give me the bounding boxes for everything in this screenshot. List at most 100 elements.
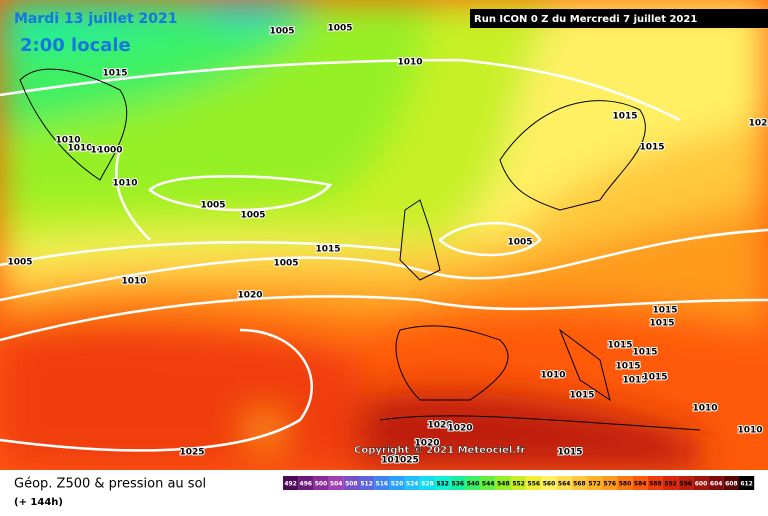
colorbar-cell	[678, 476, 694, 490]
colorbar-label: 536	[452, 481, 465, 488]
isobar-label: 1015	[632, 348, 657, 358]
date: Mardi 13 juillet 2021	[14, 11, 178, 27]
colorbar-label: 516	[376, 481, 389, 488]
colorbar-label: 588	[649, 481, 662, 488]
colorbar-label: 544	[482, 481, 495, 488]
colorbar-cell	[602, 476, 618, 490]
isobar-label: 1010	[90, 146, 115, 156]
colorbar-cell	[587, 476, 603, 490]
isobar-label: 1010	[540, 371, 565, 381]
colorbar-cell	[389, 476, 405, 490]
isobar-label: 1005	[7, 258, 32, 268]
colorbar-label: 508	[345, 481, 358, 488]
colorbar-label: 592	[664, 481, 677, 488]
isobar-label: 1015	[615, 362, 640, 372]
isobar-label: 1015	[612, 112, 637, 122]
colorbar-label: 568	[573, 481, 586, 488]
colorbar-cell	[693, 476, 709, 490]
colorbar-cell	[526, 476, 542, 490]
colorbar-cell	[313, 476, 329, 490]
colorbar-cell	[465, 476, 481, 490]
colorbar-label: 560	[543, 481, 556, 488]
isobar-label: 1005	[273, 259, 298, 269]
isobar-label: 1010	[112, 179, 137, 189]
isobar-label: 1015	[649, 319, 674, 329]
colorbar-label: 608	[725, 481, 738, 488]
colorbar-label: 520	[391, 481, 404, 488]
colorbar-label: 584	[634, 481, 647, 488]
colorbar-cell	[419, 476, 435, 490]
time: 2:00 locale	[20, 35, 131, 56]
colorbar-cell	[480, 476, 496, 490]
colorbar-cell	[708, 476, 724, 490]
isobar-label: 1015	[315, 245, 340, 255]
colorbar-cell	[739, 476, 755, 490]
colorbar-cell	[495, 476, 511, 490]
colorbar-cell	[541, 476, 557, 490]
colorbar-cell	[511, 476, 527, 490]
colorbar-cell	[450, 476, 466, 490]
isobar-label: 1005	[507, 238, 532, 248]
isobar-label: 1015	[622, 376, 647, 386]
isobar-label: 1005	[327, 24, 352, 34]
isobar-label: 101025	[381, 456, 419, 466]
isobar-label: 1010	[55, 136, 80, 146]
colorbar-label: 600	[695, 481, 708, 488]
colorbar-cell	[343, 476, 359, 490]
isobar-label: 102	[749, 119, 768, 129]
isobar-label: 1010	[692, 404, 717, 414]
colorbar-label: 496	[300, 481, 313, 488]
colorbar-label: 512	[360, 481, 373, 488]
colorbar-label: 612	[740, 481, 753, 488]
colorbar-cell	[556, 476, 572, 490]
isobar-label: 1010	[121, 277, 146, 287]
colorbar-cell	[632, 476, 648, 490]
isobar-label: 1005	[269, 27, 294, 37]
isobar-label: 1005	[240, 211, 265, 221]
colorbar-label: 564	[558, 481, 571, 488]
isobar-label: 1015	[642, 373, 667, 383]
colorbar-cell	[283, 476, 299, 490]
colorbar-label: 532	[436, 481, 449, 488]
isobar-label: 1015	[607, 341, 632, 351]
colorbar-label: 528	[421, 481, 434, 488]
isobar-label: 1020	[447, 424, 472, 434]
isobar-label: 1005	[200, 201, 225, 211]
colorbar-cell	[723, 476, 739, 490]
colorbar-label: 596	[680, 481, 693, 488]
colorbar-cell	[435, 476, 451, 490]
colorbar-cell	[404, 476, 420, 490]
colorbar-label: 572	[588, 481, 601, 488]
colorbar-label: 604	[710, 481, 723, 488]
colorbar-cell	[647, 476, 663, 490]
isobar-label: 1015	[652, 306, 677, 316]
isobar-label: 1015	[557, 448, 582, 458]
colorbar-label: 552	[512, 481, 525, 488]
isobar-label: 1000	[97, 146, 122, 156]
colorbar-label: 548	[497, 481, 510, 488]
colorbar-cell	[328, 476, 344, 490]
footer-title: Géop. Z500 & pression au sol	[14, 477, 206, 492]
colorbar-label: 524	[406, 481, 419, 488]
isobar-label: 1020	[427, 421, 452, 431]
colorbar-cell	[298, 476, 314, 490]
isobar-label: 1015	[569, 391, 594, 401]
isobar-label: 1010	[67, 144, 92, 154]
colorbar-label: 492	[284, 481, 297, 488]
map: 1005 100510151010101510151021010101010101…	[0, 0, 768, 470]
isobar-label: 1010	[737, 426, 762, 436]
footer-lead: (+ 144h)	[14, 497, 63, 508]
run-label: Run ICON 0 Z du Mercredi 7 juillet 2021	[474, 14, 697, 25]
colorbar-label: 504	[330, 481, 343, 488]
colorbar-cell	[374, 476, 390, 490]
colorbar-label: 580	[619, 481, 632, 488]
colorbar-label: 500	[315, 481, 328, 488]
colorbar-cell	[617, 476, 633, 490]
run-box	[470, 9, 768, 28]
isobar-label: 1015	[102, 69, 127, 79]
isobar-label: 1025	[179, 448, 204, 458]
colorbar-label: 576	[604, 481, 617, 488]
colorbar-cell	[359, 476, 375, 490]
colorbar-label: 556	[528, 481, 541, 488]
